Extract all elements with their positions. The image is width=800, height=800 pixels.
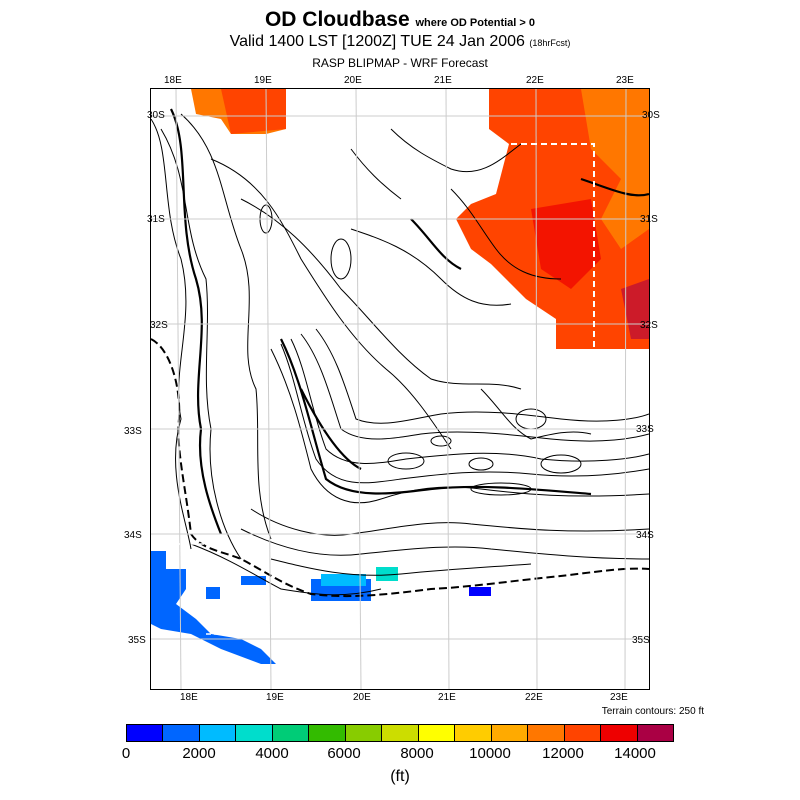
top-lon-label: 19E — [254, 75, 272, 86]
right-lat-label: 35S — [632, 635, 650, 646]
left-lat-label: 33S — [124, 426, 142, 437]
colorbar-label: 0 — [121, 745, 131, 762]
left-lat-label: 32S — [150, 320, 168, 331]
colorbar-swatch — [601, 725, 638, 741]
colorbar-swatch — [455, 725, 492, 741]
colorbar-swatch — [637, 725, 674, 741]
right-lat-label: 30S — [642, 110, 660, 121]
colorbar-swatch — [418, 725, 456, 741]
model-name: RASP BLIPMAP - WRF Forecast — [312, 56, 488, 70]
colorbar-swatch — [491, 725, 529, 741]
colorbar — [126, 724, 674, 742]
colorbar-label: 6000 — [327, 745, 361, 762]
colorbar-label: 4000 — [255, 745, 289, 762]
colorbar-swatch — [345, 725, 383, 741]
top-lon-label: 22E — [526, 75, 544, 86]
forecast-hours: (18hrFcst) — [529, 38, 571, 48]
title-main: OD Cloudbase — [264, 8, 410, 31]
terrain-note: Terrain contours: 250 ft — [601, 706, 704, 717]
colorbar-swatch — [199, 725, 237, 741]
map-svg — [151, 89, 649, 689]
colorbar-label: 8000 — [400, 745, 434, 762]
colorbar-label: 12000 — [542, 745, 584, 762]
bottom-lon-label: 23E — [610, 692, 628, 703]
left-lat-label: 30S — [147, 110, 165, 121]
colorbar-label: 14000 — [614, 745, 656, 762]
right-lat-label: 32S — [640, 320, 658, 331]
coastline — [151, 338, 649, 598]
colorbar-swatch — [127, 725, 164, 741]
colorbar-swatch — [272, 725, 310, 741]
top-lon-label: 18E — [164, 75, 182, 86]
bottom-lon-label: 21E — [438, 692, 456, 703]
left-lat-label: 35S — [128, 635, 146, 646]
bottom-lon-label: 22E — [525, 692, 543, 703]
domain-box — [511, 143, 595, 349]
colorbar-swatch — [564, 725, 602, 741]
top-lon-label: 23E — [616, 75, 634, 86]
colorbar-unit: (ft) — [390, 768, 410, 785]
map-title: OD Cloudbase where OD Potential > 0 — [0, 8, 800, 32]
bottom-lon-label: 20E — [353, 692, 371, 703]
top-lon-label: 21E — [434, 75, 452, 86]
thick-contours — [170, 108, 649, 535]
colorbar-swatch — [528, 725, 565, 741]
left-lat-label: 34S — [124, 530, 142, 541]
title-suffix: where OD Potential > 0 — [415, 17, 536, 29]
right-lat-label: 33S — [636, 424, 654, 435]
lat-lon-grid — [151, 89, 649, 689]
valid-text: Valid 1400 LST [1200Z] TUE 24 Jan 2006 — [229, 33, 525, 50]
low-cloudbase-region — [151, 551, 491, 664]
right-lat-label: 31S — [640, 214, 658, 225]
colorbar-swatch — [309, 725, 346, 741]
valid-time: Valid 1400 LST [1200Z] TUE 24 Jan 2006 (… — [0, 33, 800, 51]
left-lat-label: 31S — [147, 214, 165, 225]
colorbar-swatch — [163, 725, 200, 741]
nw-cloudbase-region — [191, 89, 286, 134]
map-panel[interactable] — [150, 88, 650, 690]
bottom-lon-label: 18E — [180, 692, 198, 703]
colorbar-swatch — [236, 725, 273, 741]
colorbar-label: 2000 — [182, 745, 216, 762]
domain-box-south — [151, 543, 251, 635]
right-lat-label: 34S — [636, 530, 654, 541]
bottom-lon-label: 19E — [266, 692, 284, 703]
top-lon-label: 20E — [344, 75, 362, 86]
colorbar-label: 10000 — [469, 745, 511, 762]
colorbar-swatch — [382, 725, 419, 741]
